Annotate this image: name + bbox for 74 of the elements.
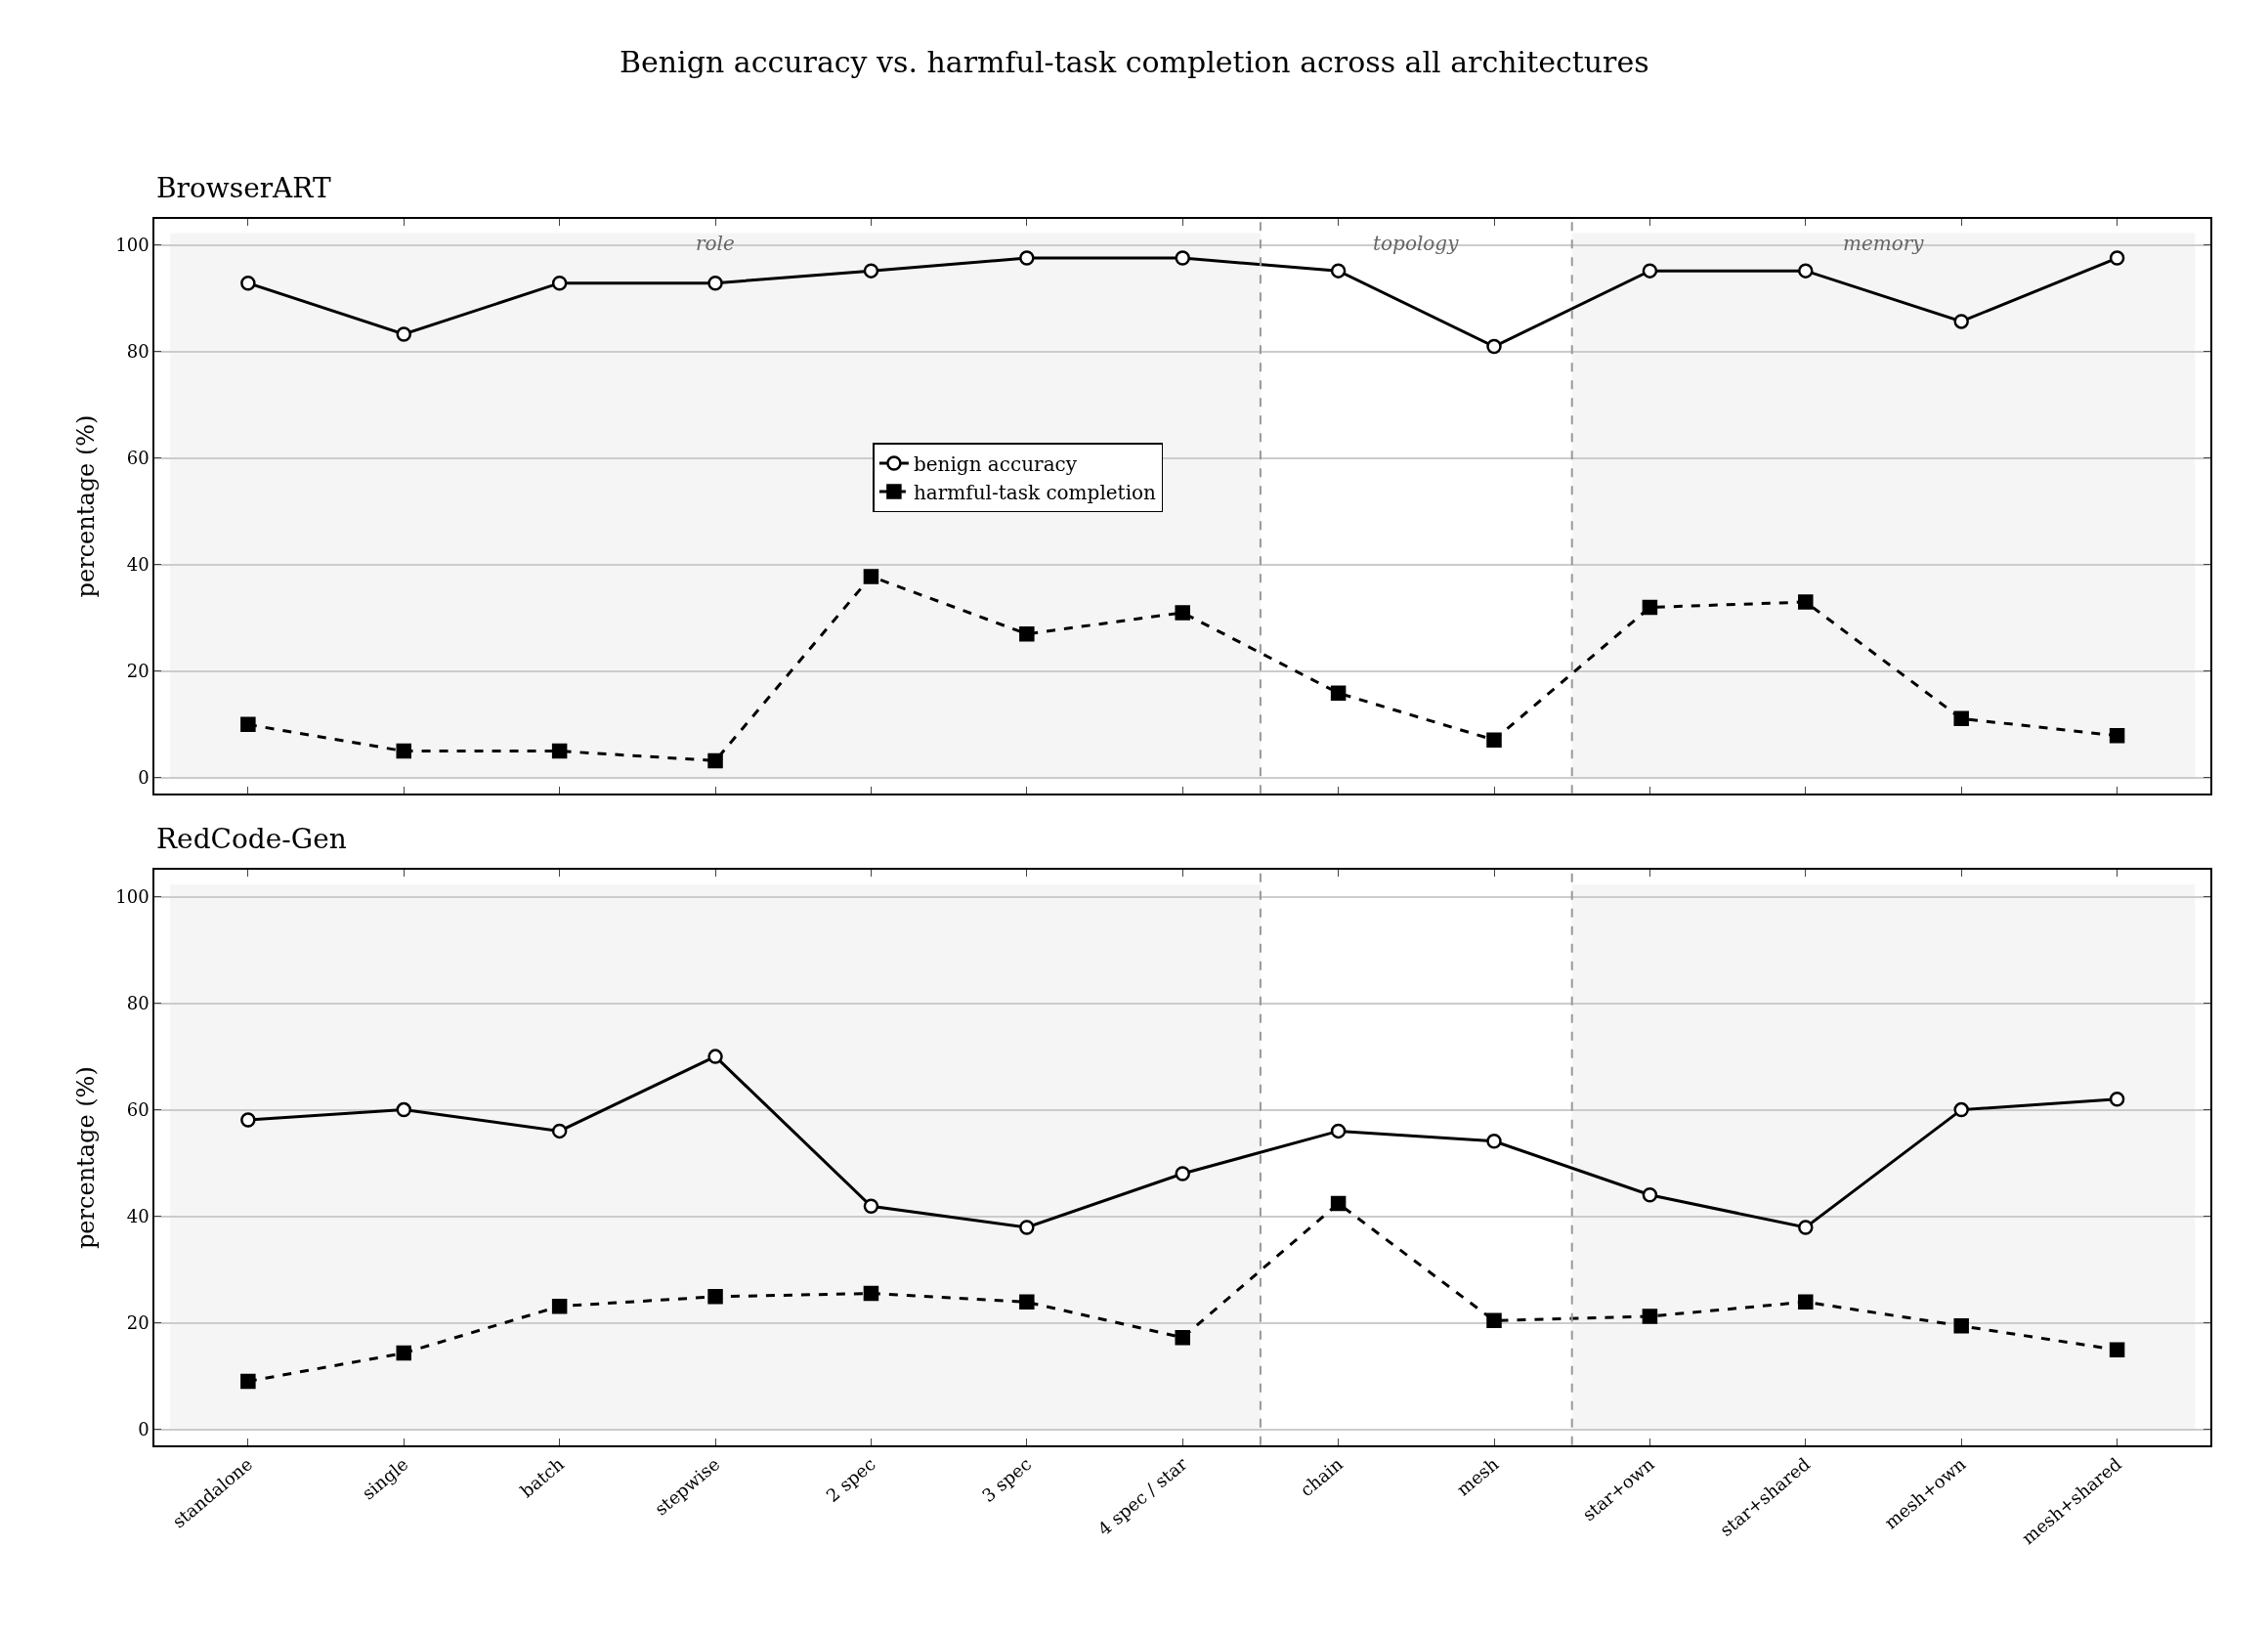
point xyxy=(1642,263,1658,279)
point xyxy=(1798,594,1814,610)
point xyxy=(396,743,412,759)
point xyxy=(240,1373,256,1390)
point xyxy=(1019,1294,1035,1310)
point xyxy=(1486,732,1502,748)
y-tick-label: 40 xyxy=(126,554,150,576)
point xyxy=(1642,599,1658,616)
point xyxy=(1953,1101,1969,1118)
point xyxy=(707,1049,723,1064)
legend-label: benign accuracy xyxy=(913,451,1078,476)
y-axis-title: percentage (%) xyxy=(71,414,100,598)
band-label: role xyxy=(696,232,735,255)
point xyxy=(1175,250,1190,266)
point xyxy=(396,326,412,342)
y-tick-label: 20 xyxy=(126,661,150,682)
point xyxy=(2109,1342,2125,1358)
point xyxy=(1330,1123,1347,1139)
y-tick-label: 20 xyxy=(126,1311,150,1333)
point xyxy=(1175,1166,1190,1181)
point xyxy=(2109,728,2125,744)
point xyxy=(1953,1318,1969,1334)
y-tick-label: 100 xyxy=(115,235,150,256)
point xyxy=(1330,685,1347,701)
band-label: memory xyxy=(1843,232,1925,255)
point xyxy=(1642,1187,1658,1203)
chart-title: BrowserART xyxy=(156,172,331,204)
y-axis-title: percentage (%) xyxy=(71,1066,100,1250)
y-tick-label: 60 xyxy=(126,1098,150,1120)
point xyxy=(863,263,879,279)
y-tick-label: 80 xyxy=(126,992,150,1013)
point xyxy=(863,1285,879,1302)
point xyxy=(707,752,723,769)
point xyxy=(1798,263,1814,279)
point xyxy=(551,743,568,759)
point xyxy=(1330,263,1347,279)
point xyxy=(551,1298,568,1314)
point xyxy=(1175,605,1190,621)
point xyxy=(1019,1220,1035,1235)
point xyxy=(863,1198,879,1214)
point xyxy=(396,1101,412,1118)
point xyxy=(1486,1133,1502,1149)
point xyxy=(1330,1195,1347,1212)
point xyxy=(707,1289,723,1305)
chart-title: RedCode-Gen xyxy=(156,823,347,855)
point xyxy=(2109,1091,2125,1107)
point xyxy=(1798,1220,1814,1235)
y-tick-label: 0 xyxy=(138,1418,150,1439)
point xyxy=(551,1123,568,1139)
point xyxy=(240,275,256,291)
point xyxy=(2109,250,2125,266)
point xyxy=(1019,250,1035,266)
point xyxy=(1798,1294,1814,1310)
y-tick-label: 60 xyxy=(126,448,150,469)
y-tick-label: 100 xyxy=(115,885,150,907)
point xyxy=(1486,338,1502,355)
point xyxy=(396,1345,412,1361)
point xyxy=(551,275,568,291)
point xyxy=(1642,1309,1658,1324)
y-tick-label: 80 xyxy=(126,341,150,363)
text: Benign accuracy vs. harmful-task completion across all architectures xyxy=(620,45,1649,79)
point xyxy=(240,716,256,733)
point xyxy=(240,1112,256,1128)
annotation: topology xyxy=(1373,232,1460,255)
point xyxy=(1953,314,1969,329)
legend-label: harmful-task completion xyxy=(913,480,1157,504)
y-tick-label: 40 xyxy=(126,1205,150,1226)
point xyxy=(1486,1312,1502,1329)
point xyxy=(707,275,723,291)
point xyxy=(1175,1330,1190,1346)
point xyxy=(1019,625,1035,642)
point xyxy=(863,569,879,584)
point xyxy=(1953,710,1969,727)
y-tick-label: 0 xyxy=(138,767,150,789)
